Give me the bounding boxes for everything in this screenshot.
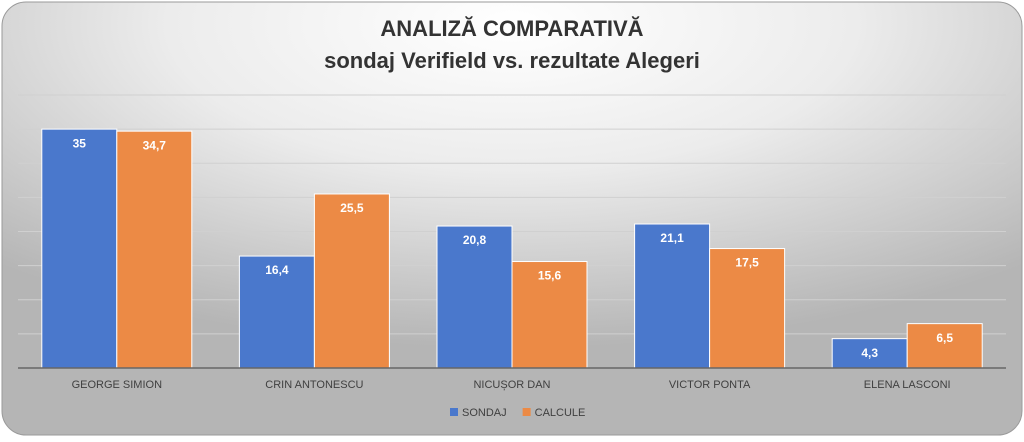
value-label: 16,4 bbox=[265, 263, 289, 277]
x-tick-label: ELENA LASCONI bbox=[864, 379, 951, 391]
x-tick-label: GEORGE SIMION bbox=[72, 379, 163, 391]
bar bbox=[831, 338, 908, 369]
bar bbox=[238, 255, 315, 369]
value-label: 20,8 bbox=[463, 233, 487, 247]
chart-subtitle: sondaj Verifield vs. rezultate Alegeri bbox=[324, 48, 700, 73]
bar bbox=[116, 130, 193, 369]
value-label: 15,6 bbox=[538, 269, 562, 283]
x-tick-label: CRIN ANTONESCU bbox=[265, 379, 363, 391]
x-tick-label: VICTOR PONTA bbox=[669, 379, 751, 391]
bar bbox=[709, 248, 786, 369]
x-tick-label: NICUȘOR DAN bbox=[473, 379, 550, 391]
legend-swatch bbox=[450, 408, 458, 416]
value-label: 25,5 bbox=[340, 201, 364, 215]
value-label: 34,7 bbox=[143, 138, 167, 152]
value-label: 17,5 bbox=[735, 256, 759, 270]
legend-label: CALCULE bbox=[535, 407, 586, 419]
value-label: 21,1 bbox=[660, 231, 684, 245]
legend-swatch bbox=[522, 408, 531, 416]
value-label: 6,5 bbox=[936, 331, 953, 345]
bar bbox=[41, 128, 118, 369]
bar bbox=[313, 193, 390, 369]
bar bbox=[511, 261, 588, 369]
value-label: 35 bbox=[73, 136, 87, 150]
value-label: 4,3 bbox=[861, 346, 878, 360]
bar bbox=[436, 225, 513, 369]
bar bbox=[634, 223, 711, 369]
legend-label: SONDAJ bbox=[462, 407, 507, 419]
chart-title: ANALIZĂ COMPARATIVĂ bbox=[380, 16, 643, 41]
